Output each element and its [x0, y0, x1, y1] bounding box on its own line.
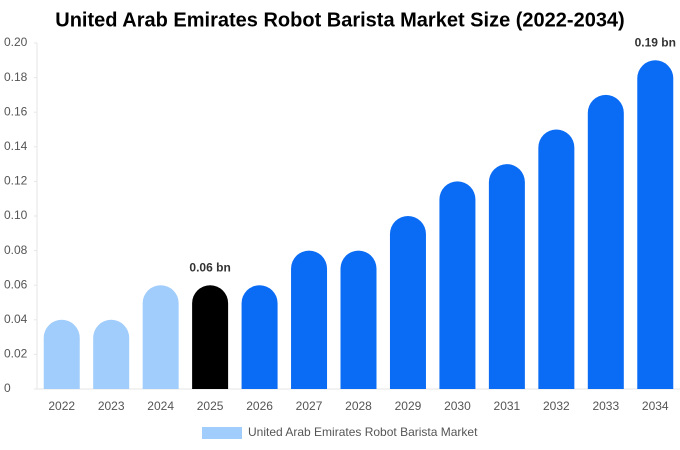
bar — [142, 285, 179, 389]
x-tick-label: 2029 — [395, 399, 422, 413]
y-tick-label: 0.10 — [4, 208, 28, 222]
bar — [587, 94, 624, 389]
y-tick-label: 0.04 — [4, 312, 28, 326]
bar — [43, 319, 80, 389]
x-tick-label: 2026 — [246, 399, 273, 413]
y-tick-label: 0.14 — [4, 139, 28, 153]
x-tick-label: 2025 — [197, 399, 224, 413]
x-tick-label: 2033 — [592, 399, 619, 413]
x-tick-label: 2023 — [98, 399, 125, 413]
y-tick-label: 0.12 — [4, 174, 28, 188]
x-tick-label: 2034 — [642, 399, 669, 413]
bar — [93, 319, 130, 389]
chart-title: United Arab Emirates Robot Barista Marke… — [55, 9, 624, 31]
y-tick-label: 0.02 — [4, 347, 28, 361]
bar — [538, 129, 575, 389]
y-tick-label: 0 — [4, 381, 11, 395]
bar — [340, 250, 377, 389]
bar — [192, 285, 229, 389]
y-tick-label: 0.16 — [4, 104, 28, 118]
x-tick-label: 2031 — [494, 399, 521, 413]
x-tick-label: 2030 — [444, 399, 471, 413]
bar — [439, 181, 476, 389]
bar — [637, 60, 674, 389]
legend-label: United Arab Emirates Robot Barista Marke… — [248, 425, 478, 439]
y-tick-label: 0.18 — [4, 70, 28, 84]
y-tick-label: 0.20 — [4, 35, 28, 49]
x-tick-label: 2022 — [48, 399, 75, 413]
bar — [291, 250, 328, 389]
data-label: 0.06 bn — [189, 260, 230, 274]
bar — [488, 164, 525, 389]
x-tick-label: 2032 — [543, 399, 570, 413]
y-tick-label: 0.06 — [4, 277, 28, 291]
data-label: 0.19 bn — [635, 35, 676, 49]
bar — [389, 216, 426, 389]
x-tick-label: 2027 — [296, 399, 323, 413]
legend-swatch — [202, 427, 242, 439]
x-tick-label: 2028 — [345, 399, 372, 413]
bar — [241, 285, 278, 389]
x-tick-label: 2024 — [147, 399, 174, 413]
y-tick-label: 0.08 — [4, 243, 28, 257]
